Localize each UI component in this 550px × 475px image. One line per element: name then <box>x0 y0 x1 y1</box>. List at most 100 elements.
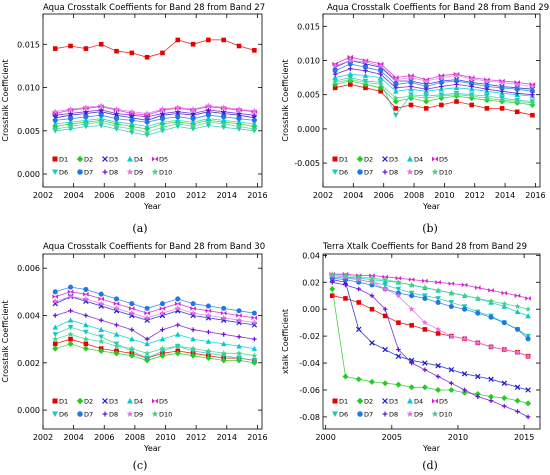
data-point-d10 <box>174 343 181 349</box>
data-point-d10 <box>67 123 74 130</box>
data-point-d2 <box>461 389 468 396</box>
data-point-d3 <box>422 360 428 366</box>
data-point-d7 <box>113 116 120 122</box>
data-point-d7 <box>236 308 242 314</box>
legend-marker-d5 <box>152 156 158 162</box>
data-point-d9 <box>128 309 135 316</box>
data-point-d3 <box>435 363 441 369</box>
data-point-d9 <box>408 305 415 312</box>
data-point-d1 <box>499 106 505 111</box>
data-point-d9 <box>514 349 521 355</box>
data-point-d4 <box>393 88 399 94</box>
legend-marker-d2 <box>356 155 364 163</box>
data-point-d7 <box>221 305 227 311</box>
data-point-d4 <box>525 313 531 319</box>
data-point-d9 <box>144 314 151 321</box>
y-tick-label: -0.005 <box>294 159 320 168</box>
data-point-d4 <box>236 343 242 349</box>
data-point-d1 <box>439 102 444 108</box>
data-point-d8 <box>469 84 475 89</box>
data-point-d6 <box>129 130 135 136</box>
data-point-d7 <box>175 296 181 302</box>
chart-panel-d: Terra Xtalk Coeffients for Band 28 from … <box>281 242 541 472</box>
data-point-d10 <box>342 272 349 279</box>
y-axis-label: Crosstalk Coefficient <box>1 300 10 382</box>
data-point-d2 <box>128 352 135 359</box>
data-point-d1 <box>348 82 353 87</box>
x-tick-label: 2006 <box>374 191 394 200</box>
data-point-d10 <box>438 92 445 99</box>
data-point-d7 <box>448 303 454 310</box>
x-tick-label: 2006 <box>94 191 114 200</box>
data-point-d6 <box>393 112 399 118</box>
legend-marker-d8 <box>382 411 388 417</box>
data-point-d8 <box>449 380 454 386</box>
data-point-d5 <box>355 273 362 278</box>
data-point-d10 <box>159 345 166 352</box>
data-point-d2 <box>448 386 455 393</box>
legend-label-d9: D9 <box>134 411 143 419</box>
data-point-d2 <box>525 400 532 407</box>
data-point-d6 <box>236 355 242 361</box>
data-point-d10 <box>82 335 89 342</box>
data-point-d7 <box>462 306 468 312</box>
data-point-d9 <box>395 292 402 299</box>
data-point-d2 <box>52 345 59 352</box>
data-point-d2 <box>438 95 445 102</box>
data-point-d7 <box>144 119 150 125</box>
data-point-d4 <box>190 336 196 342</box>
data-point-d4 <box>438 86 445 92</box>
data-point-d2 <box>329 286 336 292</box>
y-tick-label: 0.000 <box>297 125 320 134</box>
data-point-d9 <box>407 74 415 81</box>
x-axis-label: Year <box>422 444 441 453</box>
series-line-d2 <box>331 288 529 404</box>
data-point-d8 <box>488 398 494 404</box>
data-point-d7 <box>221 114 227 120</box>
series-line-d3 <box>55 111 255 121</box>
legend-label-d10: D10 <box>439 169 452 177</box>
legend-label-d7: D7 <box>364 411 373 419</box>
x-tick-label: 2010 <box>155 433 175 442</box>
data-point-d3 <box>52 300 58 307</box>
data-point-d3 <box>251 322 258 328</box>
data-point-d4 <box>129 121 135 127</box>
data-point-d9 <box>435 326 442 332</box>
data-point-d4 <box>113 119 120 125</box>
data-point-d8 <box>454 82 459 87</box>
series-line-d7 <box>332 277 529 340</box>
data-point-d2 <box>501 395 508 402</box>
data-point-d8 <box>175 322 181 328</box>
x-tick-label: 2008 <box>404 191 424 200</box>
data-point-d4 <box>468 86 475 92</box>
series-line-d8 <box>332 281 529 418</box>
data-point-d8 <box>515 409 520 414</box>
legend-marker-d4 <box>127 398 133 404</box>
data-point-d7 <box>499 85 505 91</box>
data-point-d9 <box>251 319 258 326</box>
series-line-d7 <box>55 286 255 314</box>
legend-label-d8: D8 <box>109 169 118 177</box>
data-point-d8 <box>435 374 441 379</box>
data-point-d4 <box>52 121 59 127</box>
data-point-d9 <box>235 317 243 323</box>
data-point-d2 <box>113 350 120 357</box>
legend-label-d4: D4 <box>134 156 143 164</box>
data-point-d6 <box>98 123 104 129</box>
legend-marker-d4 <box>127 156 133 162</box>
data-point-d8 <box>190 111 196 116</box>
data-point-d8 <box>144 114 150 120</box>
legend-marker-d3 <box>102 156 108 162</box>
data-point-d2 <box>174 350 181 357</box>
data-point-d2 <box>368 378 375 385</box>
legend-marker-d3 <box>382 156 388 162</box>
legend-label-d6: D6 <box>59 411 68 419</box>
data-point-d1 <box>221 37 227 43</box>
data-point-d7 <box>83 286 89 293</box>
legend-label-d3: D3 <box>109 398 118 406</box>
data-point-d5 <box>408 277 415 282</box>
data-point-d5 <box>129 306 135 311</box>
data-point-d6 <box>67 325 74 331</box>
legend-label-d7: D7 <box>364 169 373 177</box>
